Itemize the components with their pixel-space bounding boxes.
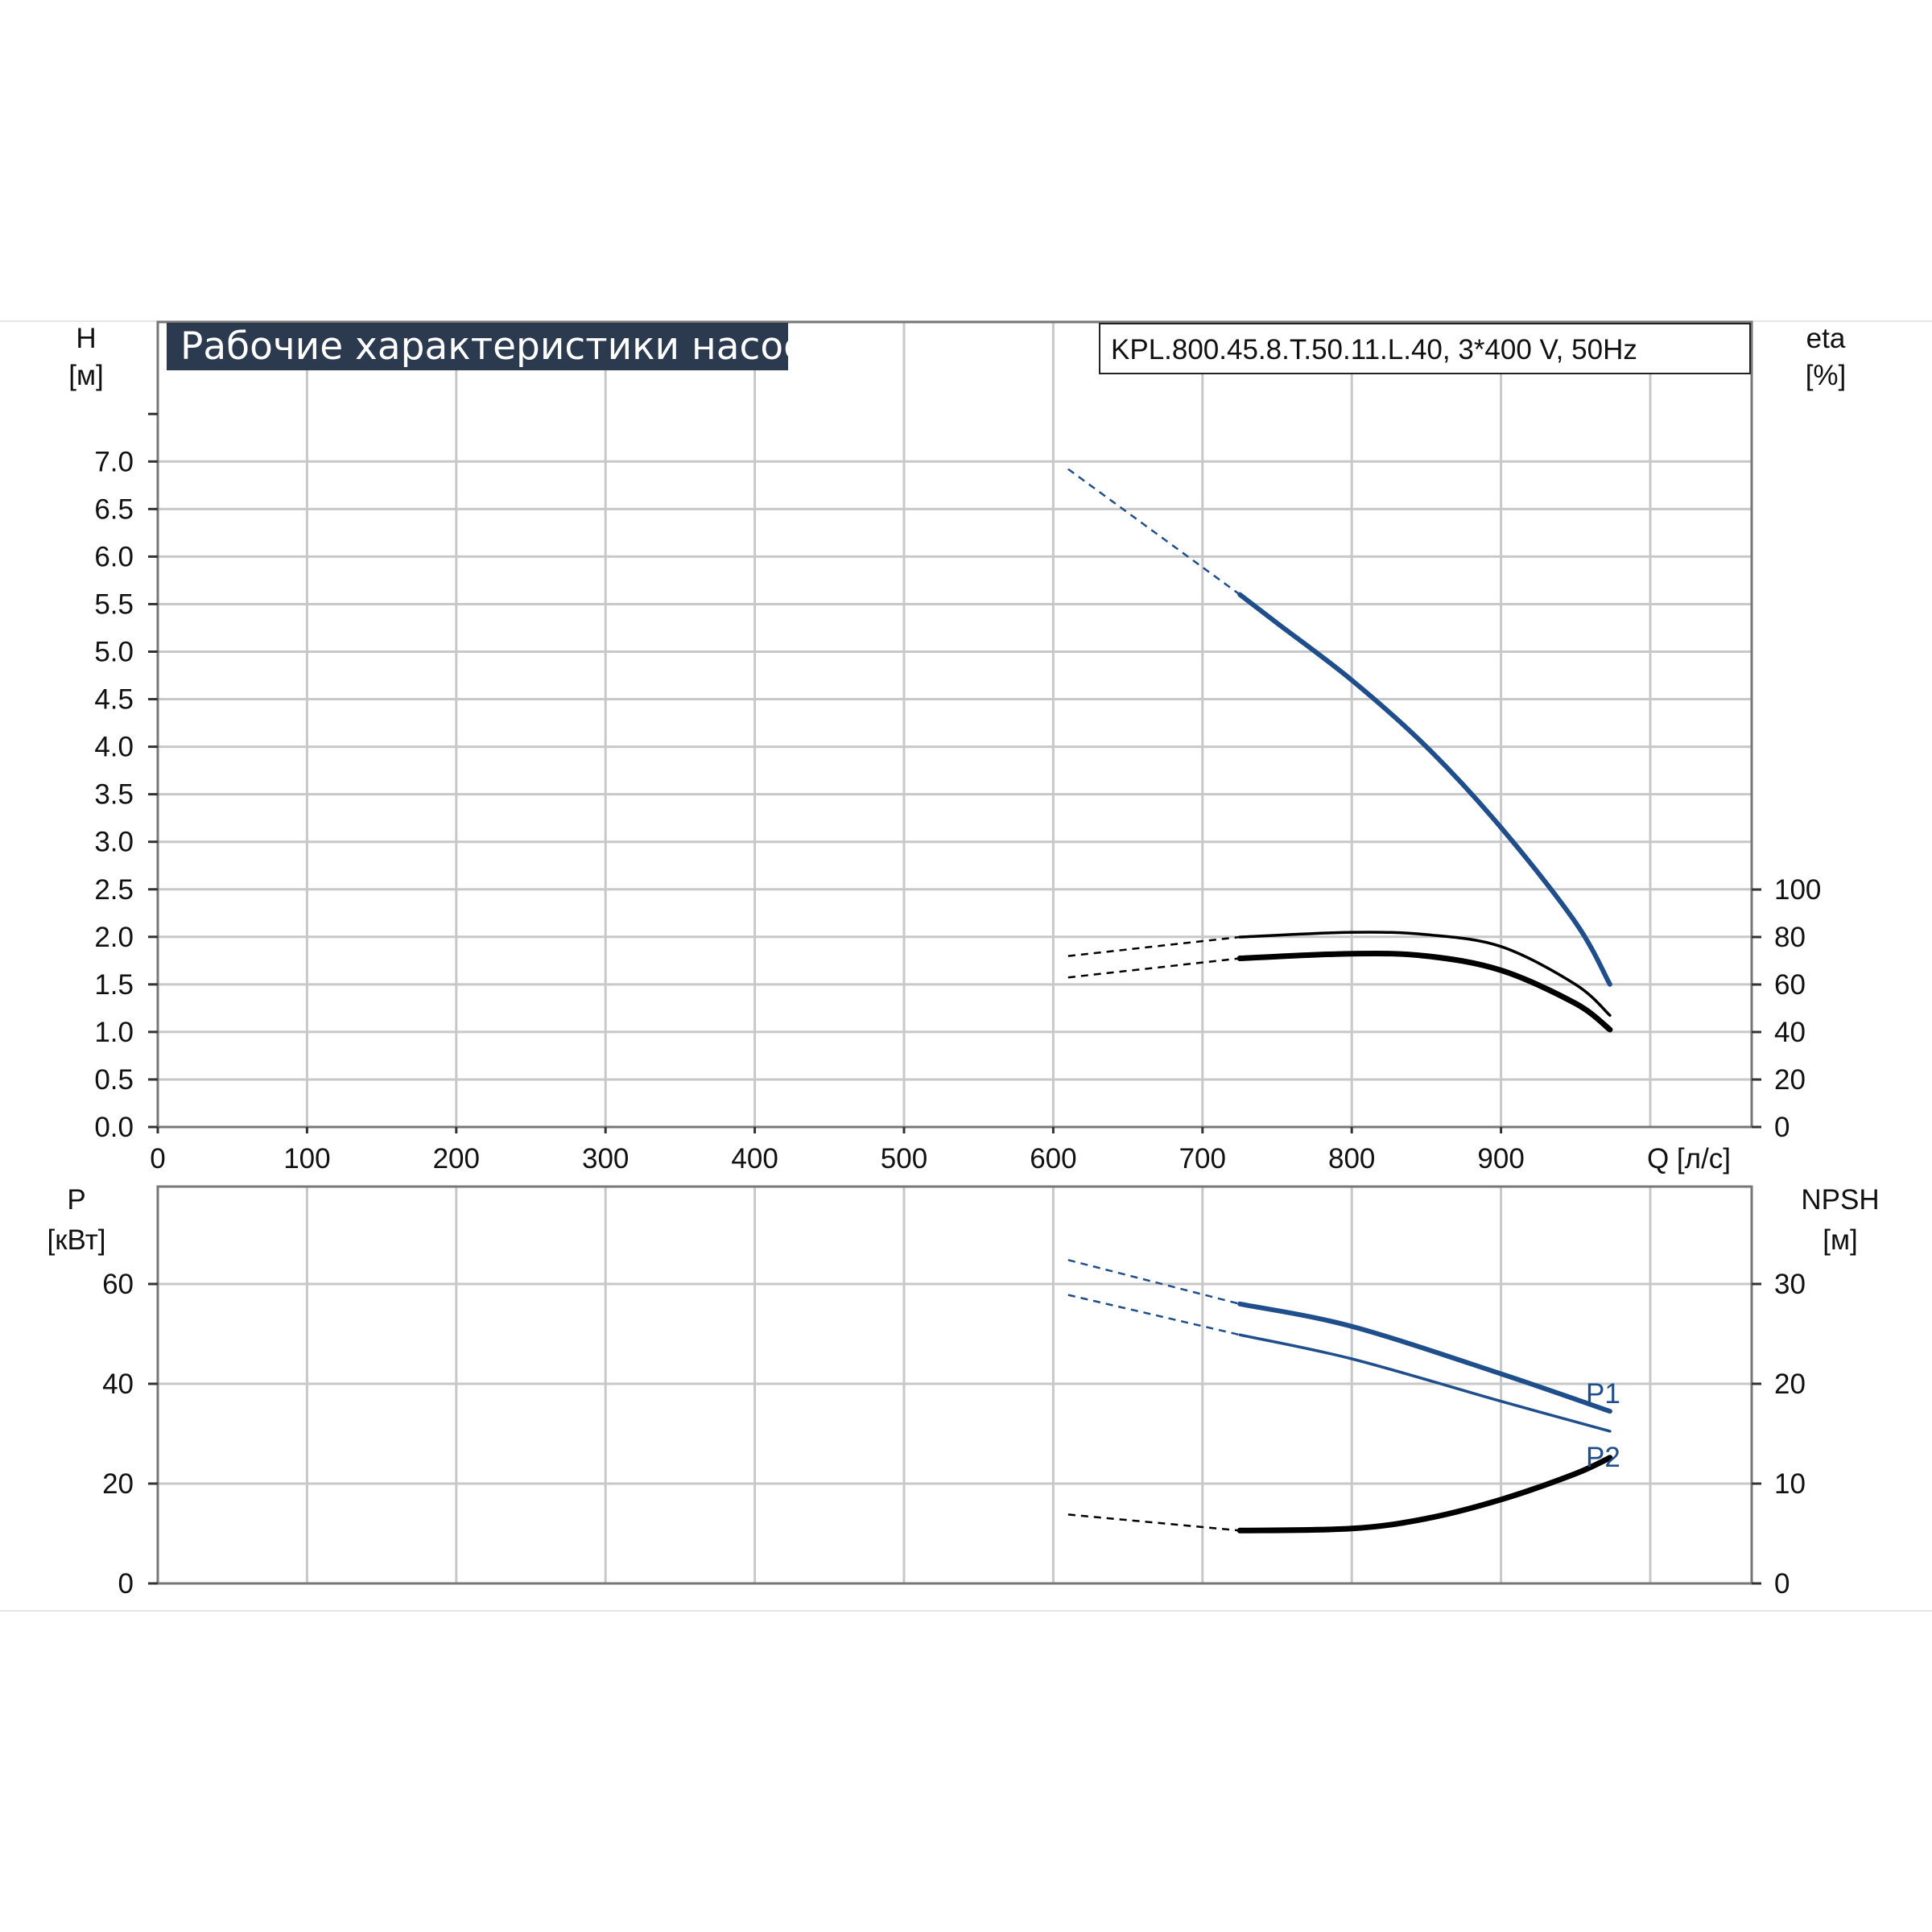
npsh-tick-label: 0 (1774, 1568, 1790, 1600)
h-tick-label: 0.5 (94, 1064, 134, 1096)
h-tick-label: 1.5 (94, 969, 134, 1001)
h-tick-label: 5.0 (94, 637, 134, 668)
q-axis-label: Q [л/с] (1647, 1143, 1731, 1174)
eta-axis-label: eta (1806, 323, 1846, 354)
eta-tick-label: 40 (1774, 1017, 1806, 1048)
p-tick-label: 40 (102, 1368, 134, 1400)
x-tick-label: 200 (433, 1143, 480, 1174)
bottom-plot-series (1067, 1258, 1613, 1534)
h-axis-unit: [м] (68, 360, 104, 391)
x-tick-label: 600 (1030, 1143, 1076, 1174)
series-npsh-curve (1236, 1455, 1613, 1534)
bottom-plot-grid (158, 1187, 1752, 1583)
series-npsh-extrapolated (1067, 1513, 1241, 1532)
p-axis-label: P (67, 1184, 85, 1216)
h-tick-label: 2.5 (94, 874, 134, 906)
top-plot-series (1067, 468, 1613, 1033)
h-tick-label: 7.0 (94, 446, 134, 477)
bottom-plot-ticks: 0 20 40 60 0 10 20 30 (102, 1269, 1806, 1600)
p-tick-label: 20 (102, 1468, 134, 1500)
series-label-p2: P2 (1586, 1442, 1620, 1473)
x-tick-label: 300 (582, 1143, 629, 1174)
series-p1-extrapolated (1067, 1258, 1241, 1306)
npsh-tick-label: 30 (1774, 1269, 1806, 1300)
eta-tick-label: 20 (1774, 1064, 1806, 1096)
npsh-tick-label: 10 (1774, 1468, 1806, 1500)
p-axis-unit: [кВт] (47, 1224, 106, 1256)
eta-axis-unit: [%] (1806, 360, 1847, 391)
series-eta_a-curve (1238, 931, 1612, 1018)
top-plot-ticks: 0 100 200 300 400 500 600 700 800 9000.00.51.01.5… (94, 412, 1821, 1174)
x-tick-label: 400 (731, 1143, 778, 1174)
h-tick-label: 6.0 (94, 541, 134, 572)
p-tick-label: 0 (118, 1568, 134, 1600)
x-tick-label: 700 (1179, 1143, 1226, 1174)
series-eta_a-extrapolated (1067, 935, 1241, 957)
top-plot-frame (156, 320, 1753, 1129)
series-p1-curve (1237, 1301, 1612, 1414)
h-tick-label: 1.0 (94, 1017, 134, 1048)
x-tick-label: 100 (283, 1143, 330, 1174)
h-tick-label: 3.0 (94, 827, 134, 858)
series-p2-extrapolated (1067, 1294, 1241, 1336)
h-tick-label: 0.0 (94, 1112, 134, 1143)
p-tick-label: 60 (102, 1269, 134, 1300)
model-label: KPL.800.45.8.T.50.11.L.40, 3*400 V, 50Hz (1111, 334, 1637, 365)
x-tick-label: 500 (881, 1143, 927, 1174)
series-h-curve (1237, 592, 1612, 987)
series-eta_b-extrapolated (1067, 957, 1241, 979)
title-banner (167, 323, 788, 370)
eta-tick-label: 100 (1774, 874, 1821, 906)
series-label-p1: P1 (1586, 1378, 1620, 1410)
npsh-axis-unit: [м] (1823, 1224, 1858, 1256)
series-p2-curve (1238, 1333, 1612, 1433)
npsh-tick-label: 20 (1774, 1368, 1806, 1400)
model-label-box (1099, 323, 1751, 374)
series-h-extrapolated (1067, 468, 1241, 596)
eta-tick-label: 80 (1774, 922, 1806, 953)
h-tick-label: 4.5 (94, 684, 134, 716)
h-tick-label: 6.5 (94, 493, 134, 525)
npsh-axis-label: NPSH (1801, 1184, 1879, 1216)
h-tick-label: 5.5 (94, 588, 134, 620)
h-tick-label: 4.0 (94, 732, 134, 763)
h-tick-label: 3.5 (94, 779, 134, 811)
x-tick-label: 0 (150, 1143, 165, 1174)
series-eta_b-curve (1236, 950, 1613, 1033)
top-plot-grid (158, 322, 1752, 1127)
eta-tick-label: 60 (1774, 969, 1806, 1001)
x-tick-label: 900 (1477, 1143, 1524, 1174)
title-banner-text: Рабочие характеристики насоса (180, 324, 828, 369)
eta-tick-label: 0 (1774, 1112, 1790, 1143)
x-tick-label: 800 (1328, 1143, 1375, 1174)
h-axis-label: H (76, 323, 96, 354)
h-tick-label: 2.0 (94, 922, 134, 953)
